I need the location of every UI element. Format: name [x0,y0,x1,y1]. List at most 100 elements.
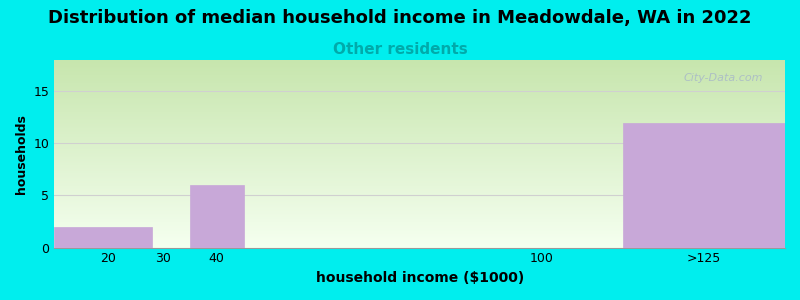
Bar [54,113,785,114]
Bar [54,136,785,137]
Bar [54,209,785,210]
Bar [54,197,785,198]
Bar [54,196,785,197]
Bar [54,204,785,206]
Bar [54,126,785,127]
Bar [54,231,785,232]
Bar [54,222,785,223]
Bar [54,81,785,82]
Bar [54,82,785,83]
Bar [54,125,785,126]
Bar [54,235,785,236]
Bar [54,202,785,203]
Bar [54,180,785,181]
Bar [54,151,785,152]
Bar [54,173,785,174]
Bar [54,192,785,193]
Bar [54,226,785,227]
Bar [54,181,785,182]
Bar [54,108,785,109]
Bar [54,155,785,156]
Bar [54,232,785,233]
Bar [54,97,785,98]
Bar [54,77,785,78]
Bar [54,139,785,140]
Bar [54,189,785,190]
Bar [54,198,785,199]
Bar [54,158,785,159]
Bar [54,229,785,230]
Bar [54,64,785,65]
Text: Distribution of median household income in Meadowdale, WA in 2022: Distribution of median household income … [48,9,752,27]
Bar [54,102,785,103]
Bar [54,141,785,142]
Bar [54,138,785,139]
Bar [54,94,785,95]
Bar [54,163,785,164]
Bar [54,246,785,247]
Bar [54,110,785,111]
Bar [54,218,785,219]
Bar [54,166,785,167]
Bar [54,190,785,191]
Bar [54,65,785,66]
Bar [54,74,785,75]
Bar [54,171,785,172]
Bar [54,161,785,162]
Bar [54,66,785,67]
Bar [54,90,785,91]
Bar [54,219,785,220]
Bar [54,148,785,149]
Bar [54,82,785,83]
Bar [54,69,785,70]
Bar [54,154,785,155]
Bar [54,112,785,113]
Bar [54,227,152,248]
Bar [54,76,785,77]
Bar [54,240,785,241]
Bar [54,72,785,73]
Bar [54,227,785,228]
Bar [54,78,785,79]
Bar [54,99,785,100]
Bar [54,62,785,63]
Bar [54,147,785,148]
Bar [54,71,785,72]
Bar [54,115,785,116]
Bar [54,156,785,157]
Bar [54,86,785,87]
Bar [54,242,785,243]
Bar [54,216,785,217]
X-axis label: household income ($1000): household income ($1000) [315,271,524,285]
Bar [54,153,785,154]
Bar [54,91,785,92]
Y-axis label: households: households [15,114,28,194]
Bar [54,85,785,86]
Bar [54,73,785,74]
Bar [54,127,785,128]
Bar [54,200,785,201]
Bar [54,130,785,131]
Bar [54,103,785,104]
Bar [54,213,785,214]
Bar [54,60,785,61]
Bar [54,228,785,229]
Bar [54,199,785,200]
Bar [54,92,785,93]
Bar [54,211,785,212]
Bar [54,224,785,225]
Bar [54,182,785,183]
Bar [54,61,785,62]
Bar [54,160,785,161]
Bar [54,132,785,133]
Bar [54,187,785,188]
Bar [54,146,785,147]
Bar [54,70,785,71]
Bar [54,215,785,216]
Bar [54,195,785,196]
Bar [54,239,785,240]
Bar [54,152,785,153]
Bar [54,186,785,187]
Bar [54,88,785,89]
Bar [54,159,785,160]
